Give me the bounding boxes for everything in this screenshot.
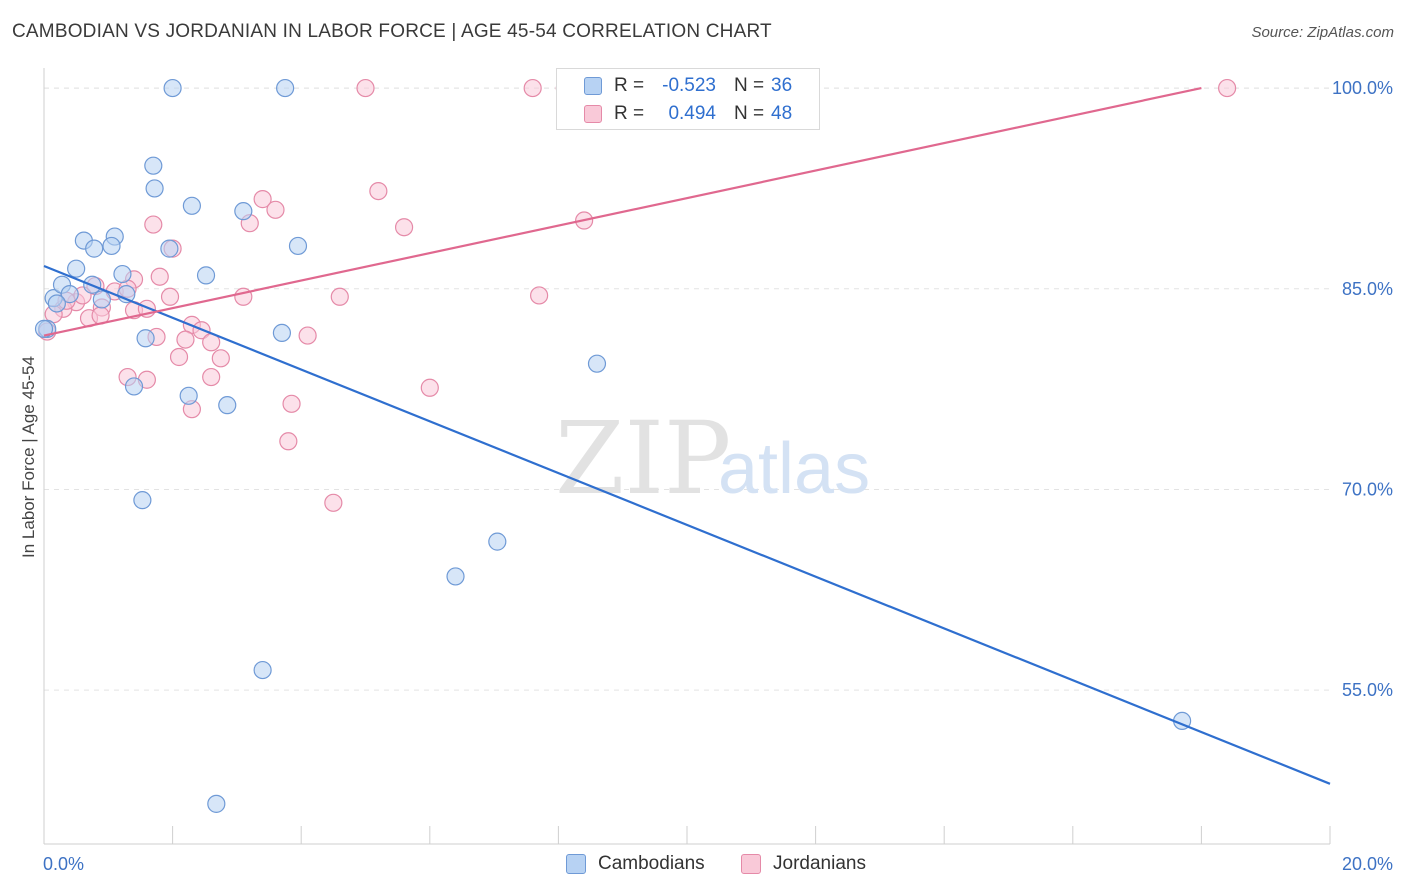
cambodian-point bbox=[587, 354, 607, 373]
jordanian-point bbox=[394, 218, 414, 237]
legend-row-cambodians: R = -0.523 N = 36 bbox=[557, 72, 819, 100]
cambodian-point bbox=[34, 319, 54, 338]
cambodian-point bbox=[253, 660, 272, 680]
cambodian-point bbox=[207, 794, 226, 813]
jordanian-point bbox=[160, 287, 180, 306]
jordanian-point bbox=[282, 394, 301, 413]
cambodian-point bbox=[67, 259, 86, 278]
cambodians-swatch bbox=[584, 77, 602, 95]
x-tick-label: 0.0% bbox=[43, 854, 84, 874]
cambodian-point bbox=[446, 567, 465, 586]
cambodian-point bbox=[276, 78, 295, 98]
jordanian-point bbox=[324, 493, 343, 512]
jordanians-legend-swatch bbox=[741, 854, 761, 874]
n-label: N = bbox=[734, 103, 765, 124]
jordanian-point bbox=[1218, 78, 1237, 98]
cambodian-point bbox=[102, 236, 121, 256]
source-credit: Source: ZipAtlas.com bbox=[1251, 24, 1394, 41]
r-label: R = bbox=[614, 75, 645, 96]
cambodian-point bbox=[218, 396, 237, 415]
jordanian-point bbox=[144, 215, 163, 234]
cambodian-point bbox=[144, 156, 163, 175]
jordanian-point bbox=[253, 190, 272, 209]
jordanians-swatch bbox=[584, 105, 602, 123]
cambodian-point bbox=[179, 386, 198, 405]
x-tick-label: 20.0% bbox=[1342, 854, 1393, 874]
stats-legend: R = -0.523 N = 36 R = 0.494 N = 48 bbox=[556, 68, 820, 130]
r-value: -0.523 bbox=[662, 75, 716, 96]
jordanian-point bbox=[279, 432, 298, 451]
cambodian-point bbox=[160, 239, 179, 258]
jordanians-legend-label: Jordanians bbox=[773, 853, 866, 874]
axes bbox=[43, 68, 1331, 845]
y-tick-label: 55.0% bbox=[1342, 680, 1393, 700]
jordanians-trend-line bbox=[43, 86, 1202, 337]
jordanian-point bbox=[356, 78, 375, 98]
jordanian-point bbox=[266, 200, 285, 219]
trend-lines bbox=[43, 86, 1331, 785]
chart-title: CAMBODIAN VS JORDANIAN IN LABOR FORCE | … bbox=[12, 21, 772, 42]
cambodian-point bbox=[145, 179, 164, 198]
n-value: 48 bbox=[771, 103, 793, 124]
y-tick-label: 100.0% bbox=[1332, 78, 1393, 98]
watermark-atlas: atlas bbox=[718, 429, 870, 509]
n-label: N = bbox=[734, 75, 765, 96]
cambodian-point bbox=[136, 329, 155, 348]
cambodian-point bbox=[234, 202, 253, 221]
jordanian-point bbox=[298, 326, 317, 345]
cambodians-legend-label: Cambodians bbox=[598, 853, 705, 874]
grid-lines bbox=[44, 87, 1330, 691]
watermark-zip: ZIP bbox=[555, 400, 731, 517]
cambodians-legend-swatch bbox=[566, 854, 586, 874]
jordanian-point bbox=[202, 367, 221, 387]
jordanian-point bbox=[369, 181, 388, 201]
tick-labels: 55.0% 70.0% 85.0% 100.0% 0.0% 20.0% bbox=[43, 78, 1393, 874]
jordanian-point bbox=[420, 378, 439, 397]
cambodian-point bbox=[288, 236, 308, 256]
y-tick-label: 70.0% bbox=[1342, 479, 1393, 499]
r-value: 0.494 bbox=[668, 103, 716, 124]
r-label: R = bbox=[614, 103, 645, 124]
cambodian-point bbox=[182, 196, 201, 215]
jordanian-point bbox=[330, 287, 349, 306]
cambodian-point bbox=[133, 491, 152, 510]
cambodian-point bbox=[113, 264, 132, 284]
jordanian-point bbox=[176, 330, 195, 349]
data-points bbox=[34, 78, 1237, 813]
cambodian-point bbox=[60, 285, 79, 304]
cambodian-point bbox=[124, 377, 144, 396]
cambodian-point bbox=[163, 78, 182, 98]
y-tick-label: 85.0% bbox=[1342, 279, 1393, 299]
cambodian-point bbox=[272, 323, 292, 343]
cambodian-point bbox=[85, 239, 104, 258]
cambodian-point bbox=[92, 290, 111, 309]
jordanian-point bbox=[150, 267, 169, 286]
cambodian-point bbox=[47, 294, 66, 313]
n-value: 36 bbox=[771, 75, 793, 96]
jordanian-point bbox=[169, 347, 189, 367]
cambodian-point bbox=[196, 266, 216, 285]
jordanian-point bbox=[211, 349, 230, 368]
legend-row-jordanians: R = 0.494 N = 48 bbox=[557, 100, 819, 128]
cambodians-trend-line bbox=[43, 264, 1331, 785]
jordanian-point bbox=[530, 286, 549, 305]
cambodian-point bbox=[488, 532, 507, 551]
jordanian-point bbox=[523, 78, 542, 98]
